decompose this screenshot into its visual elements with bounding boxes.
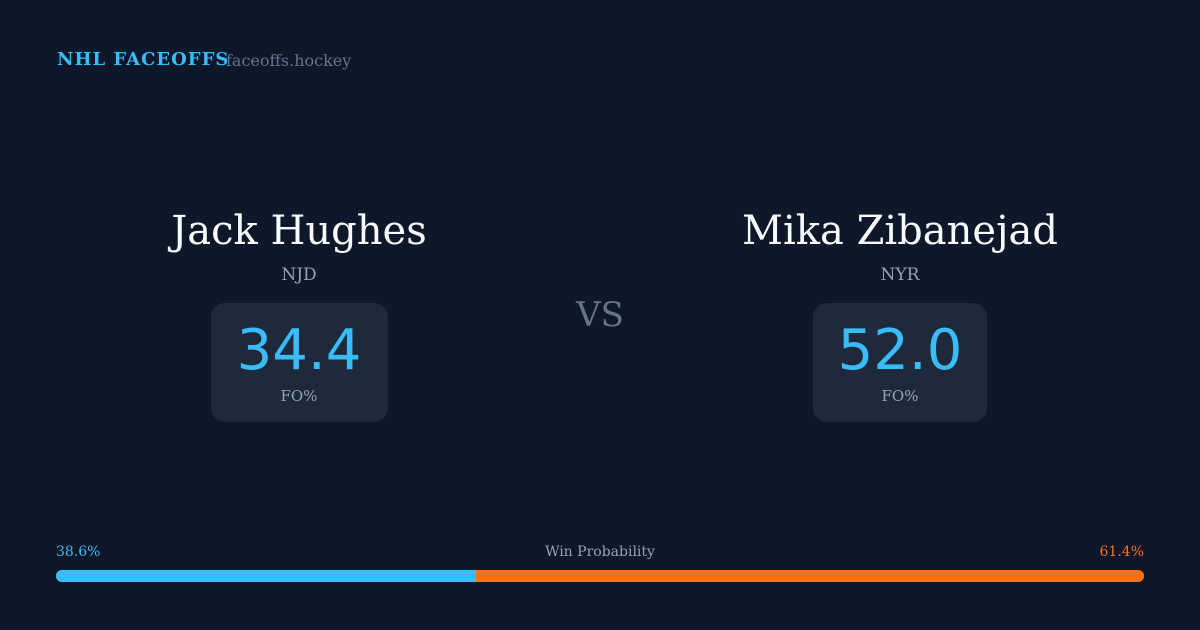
stat-label: FO%	[280, 387, 318, 405]
player-name: Mika Zibanejad	[742, 208, 1058, 254]
stat-card: 52.0 FO%	[813, 303, 987, 422]
player-name: Jack Hughes	[171, 208, 427, 254]
faceoff-percentage: 34.4	[236, 318, 362, 383]
team-abbr: NYR	[880, 265, 920, 285]
stat-card: 34.4 FO%	[210, 303, 388, 422]
right-win-probability: 61.4%	[1099, 544, 1144, 560]
win-probability-bar	[56, 570, 1144, 582]
left-probability-fill	[56, 570, 476, 582]
stat-label: FO%	[881, 387, 919, 405]
site-domain: faceoffs.hockey	[226, 51, 352, 70]
player-left: Jack Hughes NJD 34.4 FO%	[99, 205, 499, 422]
brand-title: NHL FACEOFFS	[57, 49, 230, 70]
left-win-probability: 38.6%	[56, 544, 101, 560]
team-abbr: NJD	[281, 265, 317, 285]
vs-label: VS	[576, 295, 624, 335]
player-right: Mika Zibanejad NYR 52.0 FO%	[700, 205, 1100, 422]
win-probability-label: Win Probability	[545, 544, 655, 560]
faceoff-percentage: 52.0	[837, 318, 963, 383]
right-probability-fill	[475, 570, 1144, 582]
